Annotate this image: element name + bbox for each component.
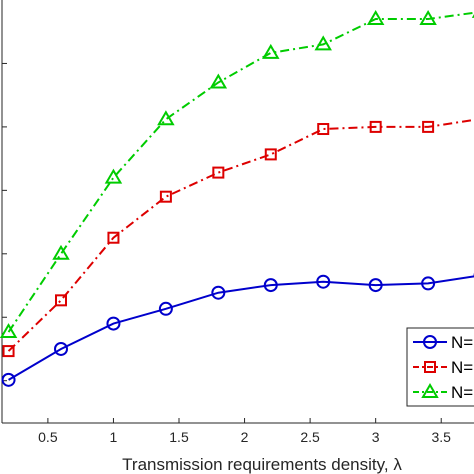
data-point-square xyxy=(422,120,435,133)
data-point-square xyxy=(317,123,330,136)
x-tick-label: 2.5 xyxy=(300,429,320,445)
axes xyxy=(1,0,474,424)
data-point-square xyxy=(212,166,225,179)
data-point-square xyxy=(159,190,172,203)
data-point-triangle xyxy=(0,323,18,339)
data-point-square xyxy=(264,148,277,161)
legend-label: N= xyxy=(451,383,473,402)
data-point-square xyxy=(369,120,382,133)
x-tick-label: 2 xyxy=(241,429,249,445)
x-tick-label: 0.5 xyxy=(38,429,58,445)
series-triangle xyxy=(0,10,474,339)
x-tick-label: 3 xyxy=(372,429,380,445)
data-point-square xyxy=(107,231,120,244)
legend-marker-triangle xyxy=(421,383,439,398)
data-point-circle xyxy=(158,301,173,316)
legend-marker-circle xyxy=(423,335,437,349)
data-point-circle xyxy=(263,278,278,293)
data-point-circle xyxy=(211,285,226,300)
data-point-triangle xyxy=(314,35,332,51)
x-tick-label: 3.5 xyxy=(431,429,451,445)
data-point-square xyxy=(2,345,15,358)
data-point-triangle xyxy=(366,10,385,26)
data-point-square xyxy=(55,294,67,307)
series-circle xyxy=(1,272,474,387)
data-point-circle xyxy=(368,278,383,293)
data-point-triangle xyxy=(262,43,280,59)
data-point-circle xyxy=(1,372,16,387)
series-line xyxy=(7,11,474,333)
data-point-triangle xyxy=(104,168,123,184)
data-point-circle xyxy=(54,341,68,356)
legend-label: N= xyxy=(451,358,473,377)
series-line xyxy=(8,275,474,381)
series-line xyxy=(7,118,474,352)
data-point-circle xyxy=(421,276,436,291)
data-point-triangle xyxy=(157,110,175,126)
legend-label: N= xyxy=(451,333,473,352)
x-axis-label: Transmission requirements density, λ xyxy=(122,455,402,474)
tick-layer: 0.5 1 1.5 2 2.5 3 3.5 xyxy=(38,418,451,445)
data-point-triangle xyxy=(419,10,437,26)
series-layer xyxy=(0,10,474,387)
legend: N= N= N= xyxy=(406,327,474,407)
x-tick-label: 1.5 xyxy=(169,429,189,445)
x-tick-label: 1 xyxy=(110,429,118,445)
series-square xyxy=(2,118,474,358)
data-point-triangle xyxy=(52,244,70,260)
data-point-triangle xyxy=(209,73,228,89)
legend-marker-square xyxy=(424,361,436,373)
data-point-circle xyxy=(316,274,331,289)
data-point-circle xyxy=(106,316,121,331)
